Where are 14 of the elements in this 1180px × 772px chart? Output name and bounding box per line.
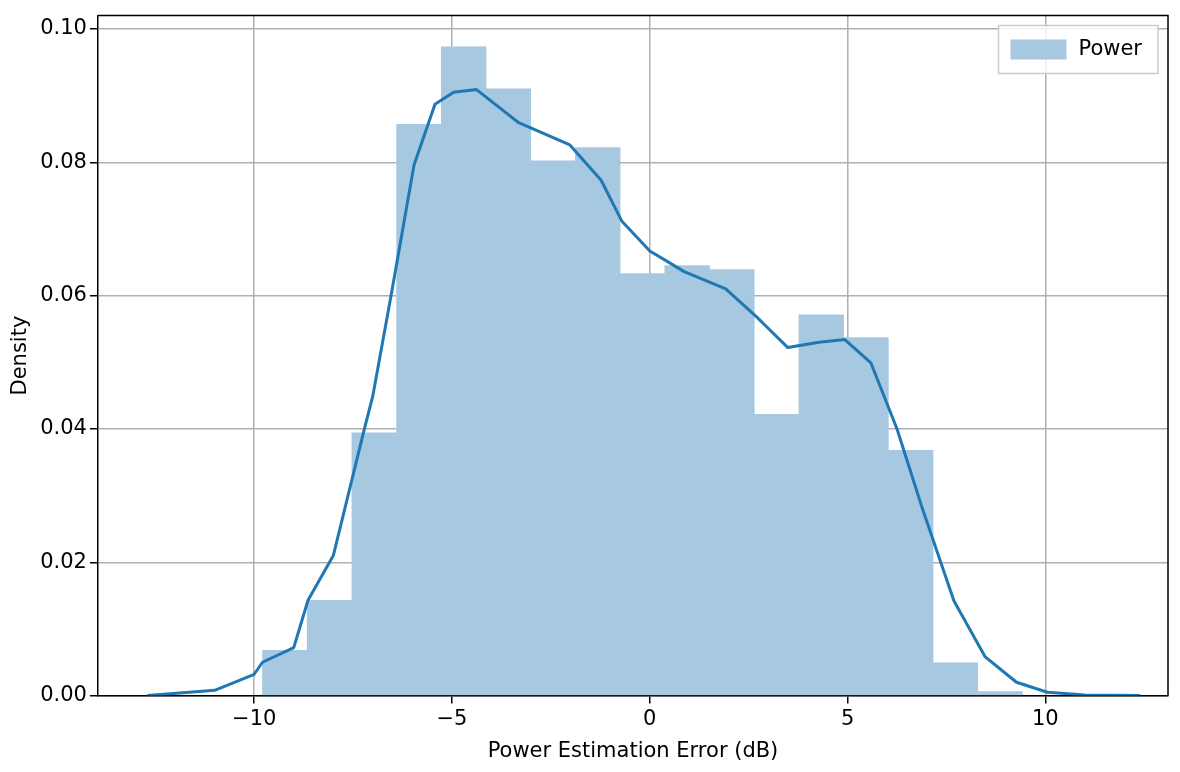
legend-label: Power (1078, 36, 1143, 61)
x-tick-label: 5 (840, 705, 855, 730)
x-tick-label: 10 (1032, 705, 1059, 730)
x-tick-label: −10 (232, 705, 277, 730)
x-tick-label: 0 (643, 705, 657, 730)
y-tick-label: 0.08 (40, 148, 87, 173)
y-tick-label: 0.00 (40, 682, 87, 707)
y-tick-label: 0.10 (40, 15, 87, 40)
y-tick-label: 0.06 (40, 282, 87, 307)
y-tick-label: 0.02 (40, 548, 87, 573)
x-tick-label: −5 (436, 705, 468, 730)
x-axis-title: Power Estimation Error (dB) (487, 737, 779, 762)
y-tick-label: 0.04 (40, 415, 87, 440)
y-axis-title: Density (7, 315, 32, 396)
